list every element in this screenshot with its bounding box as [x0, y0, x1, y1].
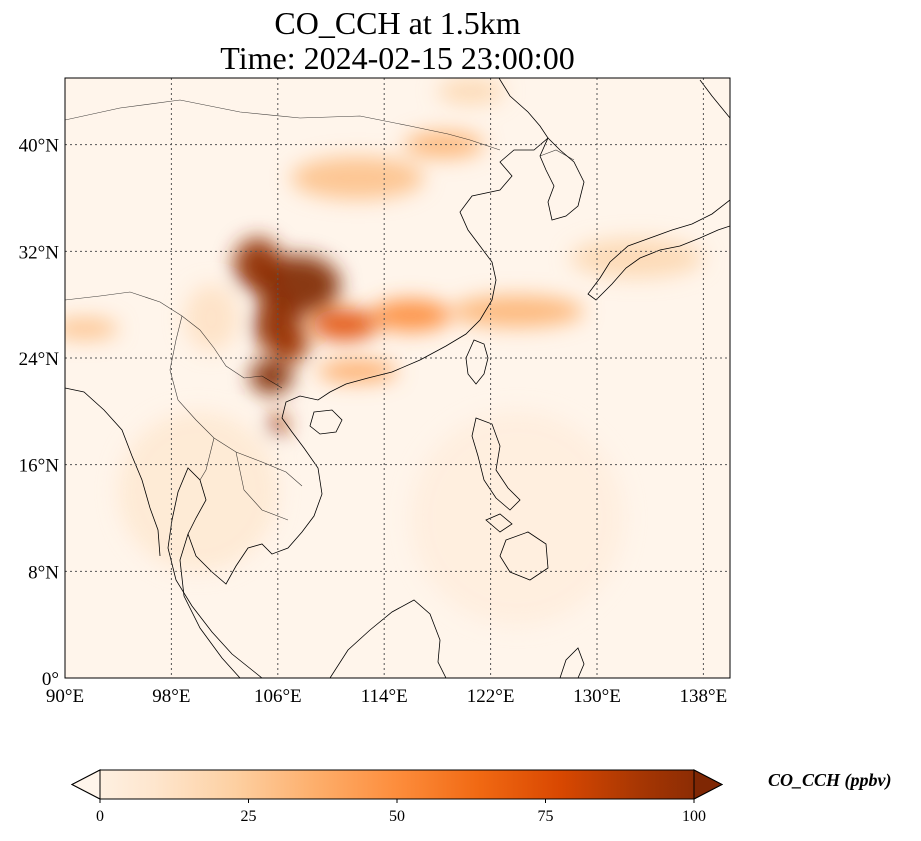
plume-10: [317, 360, 398, 383]
taiwan-coastline: [465, 339, 489, 385]
plume-12: [404, 131, 484, 159]
plume-14: [65, 318, 119, 340]
coastlines: [65, 78, 730, 678]
country-borders: [65, 99, 575, 521]
colorbar-ticks: 0 25 50 75 100: [70, 769, 724, 825]
colorbar-title: CO_CCH (ppbv): [768, 770, 892, 790]
mongolia-border: [65, 99, 501, 151]
japan-coastline: [587, 79, 730, 301]
lon-tick-label: 114°E: [361, 686, 408, 707]
longitude-ticks: 90°E 98°E 106°E 114°E 122°E 130°E 138°E: [46, 686, 727, 707]
colorbar-tick-label: 0: [96, 808, 104, 825]
colorbar: 0 25 50 75 100: [70, 769, 724, 825]
map-title-variable: CO_CCH at 1.5km: [274, 5, 521, 41]
plume-13: [437, 78, 504, 105]
lat-tick-label: 0°: [42, 669, 59, 690]
mindanao-coastline: [485, 513, 549, 581]
map-panel: [65, 78, 730, 678]
himalaya-border: [65, 291, 283, 389]
luzon-coastline: [471, 417, 521, 511]
latitude-ticks: 0° 8°N 16°N 24°N 32°N 40°N: [19, 136, 60, 690]
colorbar-min-extend: [70, 769, 101, 800]
plume-17: [410, 411, 624, 625]
sulawesi-coastline: [559, 647, 585, 678]
plume-11: [291, 156, 425, 200]
lon-tick-label: 130°E: [573, 686, 621, 707]
mainland-coastline: [167, 78, 549, 678]
plume-16: [118, 411, 278, 572]
map-title-time: Time: 2024-02-15 23:00:00: [220, 40, 575, 76]
borneo-coastline: [329, 599, 447, 678]
plume-6: [311, 308, 378, 341]
hainan-coastline: [309, 409, 343, 435]
lon-tick-label: 122°E: [467, 686, 515, 707]
gridlines: [65, 78, 730, 678]
colorbar-tick-label: 75: [538, 808, 554, 825]
lat-tick-label: 40°N: [19, 136, 60, 157]
colorbar-tick-label: 25: [241, 808, 257, 825]
korea-border: [539, 149, 575, 161]
plume-1: [233, 237, 282, 292]
lon-tick-label: 90°E: [46, 686, 84, 707]
colorbar-max-extend: [693, 769, 724, 800]
plume-15: [184, 284, 238, 352]
plume-8: [450, 295, 584, 328]
plume-4: [249, 359, 293, 394]
lat-tick-label: 8°N: [28, 562, 59, 583]
plume-9: [570, 238, 704, 278]
colorbar-tick-label: 50: [389, 808, 405, 825]
lat-tick-label: 32°N: [19, 242, 60, 263]
korea-coastline: [539, 137, 585, 221]
lon-tick-label: 106°E: [254, 686, 302, 707]
map-frame: [64, 77, 731, 679]
myanmar-coastline: [65, 387, 161, 557]
indochina-borders: [169, 315, 303, 521]
lat-tick-label: 24°N: [19, 349, 60, 370]
plume-3: [273, 327, 309, 362]
colorbar-tick-label: 100: [682, 808, 706, 825]
lat-tick-label: 16°N: [19, 456, 60, 477]
malay-peninsula-coastline: [179, 533, 241, 678]
lon-tick-label: 98°E: [152, 686, 190, 707]
lon-tick-label: 138°E: [680, 686, 728, 707]
plume-7: [370, 299, 451, 332]
colorbar-bar: [70, 769, 724, 800]
